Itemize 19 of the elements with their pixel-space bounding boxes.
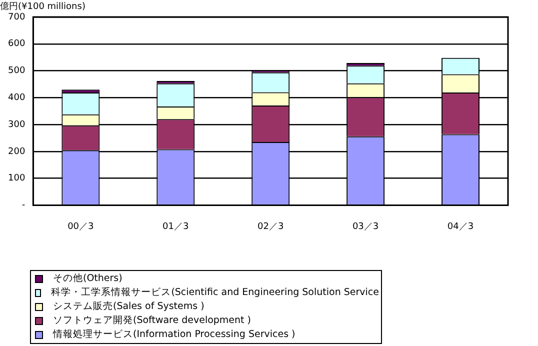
y-axis-title: 億円(¥100 millions) [0,0,86,12]
y-tick-label: 500 [8,66,26,76]
x-tick-label: 03／3 [352,222,379,232]
y-tick-label: 300 [8,120,26,130]
y-tick-label: 600 [8,39,26,50]
y-tick-label: 700 [8,12,26,22]
x-tick-label: 02／3 [257,222,284,232]
y-tick-label: 100 [8,174,26,184]
y-tick-label: 200 [8,146,26,157]
y-tick-label: 400 [8,93,26,103]
legend-label: その他(Others) [53,272,122,286]
legend-label: 情報処理サービス(Information Processing Services ) [53,328,296,342]
legend-label: ソフトウェア開発(Software development ) [53,314,251,328]
y-tick-label: - [22,200,26,211]
x-tick-label: 04／3 [447,222,474,232]
legend-label: 科学・工学系情報サービス(Scientific and Engineering Solution Service [51,286,379,300]
x-tick-label: 01／3 [162,222,189,232]
x-tick-label: 00／3 [68,222,94,232]
legend-label: システム販売(Sales of Systems ) [53,300,204,314]
